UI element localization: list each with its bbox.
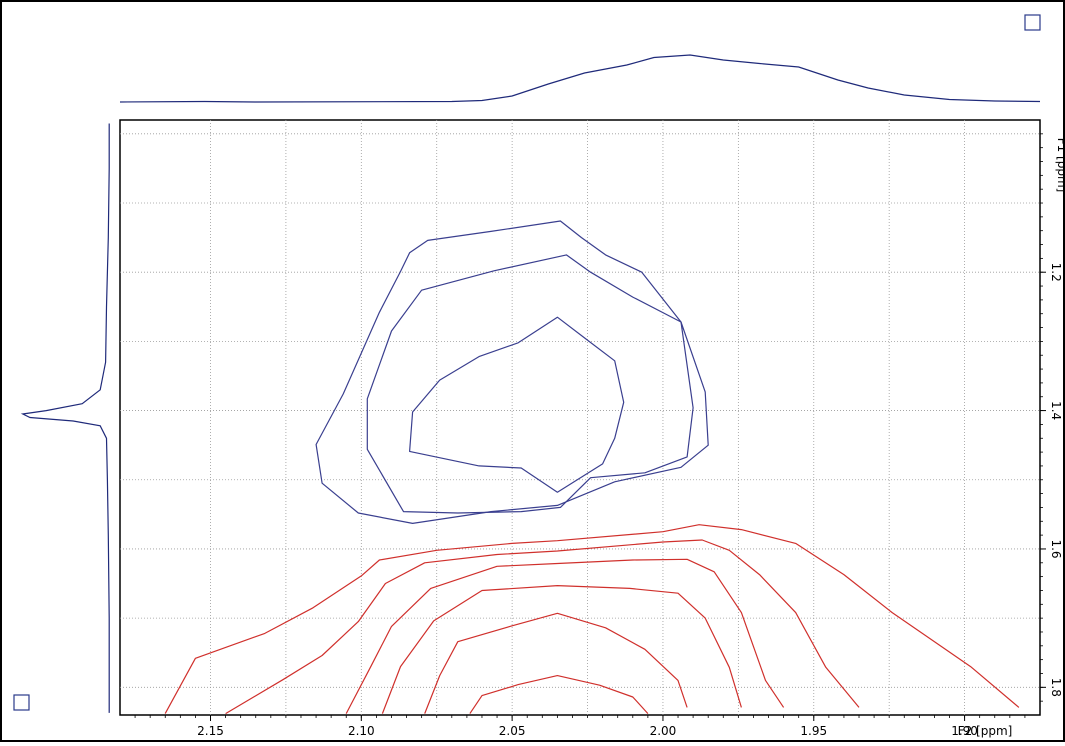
x-tick-label: 2.15 (197, 724, 224, 738)
negative-contour-level-1 (164, 524, 1020, 714)
y-axis: 1.2 1.4 1.6 1.8 (1040, 133, 1063, 702)
bottom-left-handle[interactable] (13, 694, 30, 711)
grid (120, 120, 1040, 715)
x-tick-label: 2.00 (650, 724, 677, 738)
f1-projection-trace (20, 123, 110, 713)
f1-projection (20, 123, 110, 713)
y-tick-label: 1.2 (1049, 263, 1063, 282)
positive-contour-level-3 (409, 316, 625, 493)
x-tick-label: 2.05 (499, 724, 526, 738)
x-tick-label: 1.90 (951, 724, 978, 738)
top-right-handle[interactable] (1024, 14, 1041, 31)
y-tick-label: 1.8 (1049, 678, 1063, 697)
negative-contour-level-5 (424, 612, 688, 714)
f2-projection (119, 54, 1041, 103)
f2-projection-trace (119, 54, 1041, 103)
plot-frame (119, 119, 1041, 716)
y-tick-label: 1.6 (1049, 539, 1063, 558)
y-axis-label: F1 [ppm] (1055, 138, 1065, 193)
negative-contour-level-2 (225, 539, 860, 715)
x-tick-label: 1.95 (800, 724, 827, 738)
x-axis: 2.15 2.10 2.05 2.00 1.95 1.90 (134, 715, 1026, 738)
negative-contour-level-4 (381, 585, 742, 714)
y-tick-label: 1.4 (1049, 401, 1063, 420)
positive-contour-level-2 (366, 254, 694, 514)
negative-contour-level-6 (469, 675, 649, 715)
positive-contour-level-1 (315, 220, 709, 524)
x-tick-label: 2.10 (348, 724, 375, 738)
contours (164, 220, 1020, 715)
negative-contour-level-3 (345, 558, 785, 714)
x-axis-label: F2 [ppm] (958, 724, 1013, 738)
